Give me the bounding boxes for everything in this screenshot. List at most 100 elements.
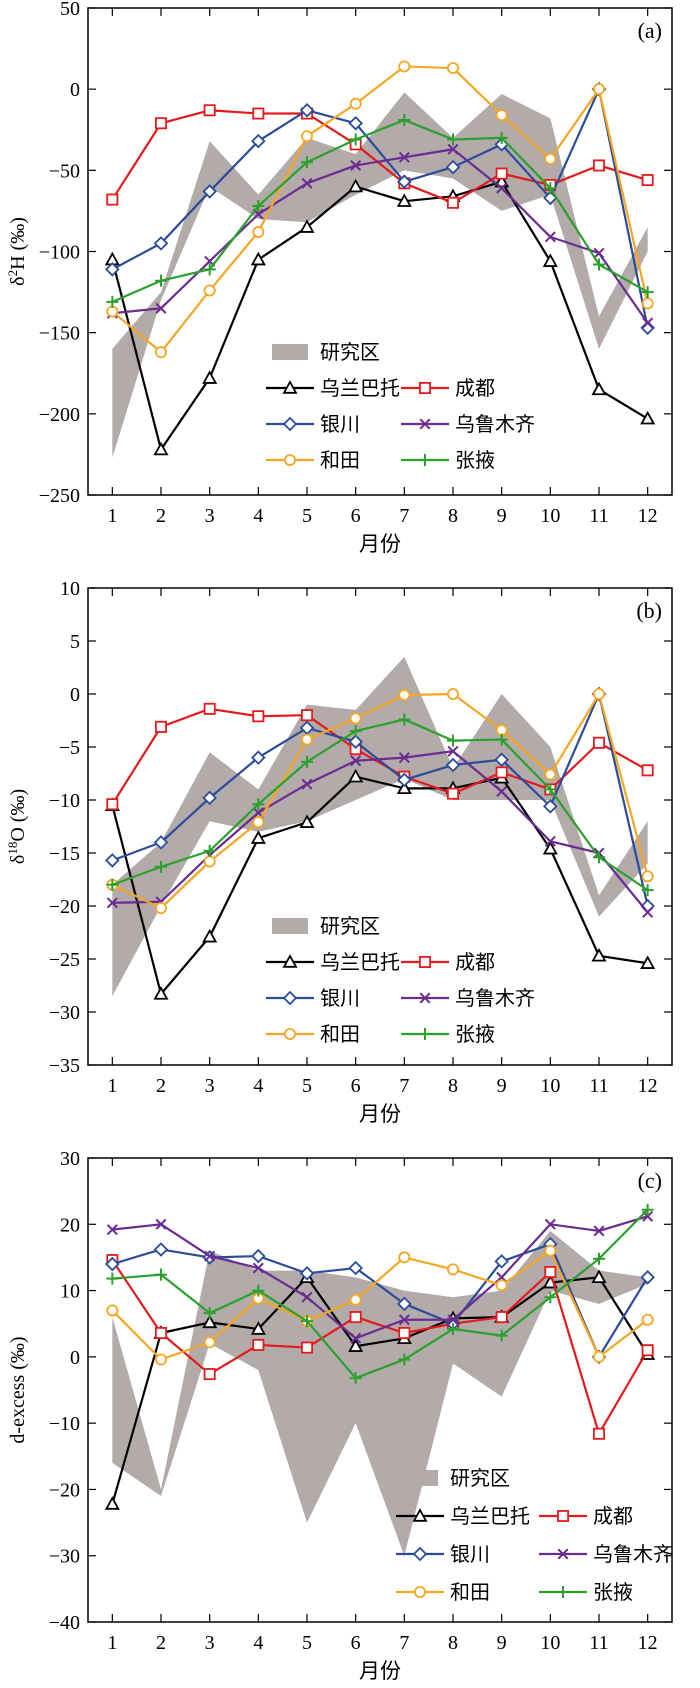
- data-point: [544, 152, 557, 165]
- data-point: [250, 830, 266, 844]
- data-point: [397, 174, 412, 189]
- data-point: [593, 851, 605, 864]
- x-tick-label: 6: [351, 1075, 361, 1097]
- series-line: [111, 775, 648, 996]
- data-point: [398, 1326, 411, 1339]
- legend-marker: [282, 954, 298, 968]
- data-point: [593, 83, 606, 96]
- data-point: [544, 783, 557, 796]
- x-tick-label: 3: [205, 505, 215, 527]
- legend-label: 乌兰巴托: [320, 951, 400, 974]
- series-line: [111, 1249, 649, 1361]
- legend-label: 张掖: [593, 1581, 633, 1604]
- legend-marker: [282, 380, 298, 394]
- data-point: [396, 193, 412, 207]
- data-point: [397, 1296, 412, 1312]
- data-point: [252, 200, 265, 213]
- data-point: [349, 97, 362, 110]
- data-point: [106, 295, 119, 308]
- data-point: [301, 177, 313, 189]
- data-point: [544, 1266, 557, 1279]
- data-point: [494, 1254, 509, 1269]
- data-point: [397, 772, 412, 788]
- data-point: [349, 1293, 362, 1306]
- legend-swatch-band: [272, 344, 308, 360]
- data-point: [203, 104, 216, 117]
- series-line: [111, 692, 649, 910]
- series-银川: [105, 81, 655, 336]
- data-point: [495, 109, 508, 122]
- data-point: [447, 143, 459, 155]
- data-point: [447, 133, 459, 146]
- x-tick-label: 10: [540, 505, 560, 527]
- data-point: [106, 1304, 119, 1317]
- data-point: [495, 131, 508, 144]
- data-point: [496, 786, 508, 798]
- data-point: [251, 133, 266, 149]
- data-point: [398, 151, 410, 163]
- y-tick-label: 0: [70, 79, 80, 101]
- legend-label: 乌鲁木齐: [593, 1543, 673, 1566]
- y-tick-label: −150: [39, 323, 80, 345]
- study-area-band: [112, 1230, 648, 1556]
- legend-label: 和田: [450, 1581, 490, 1604]
- data-point: [348, 178, 364, 193]
- legend-label: 乌兰巴托: [450, 1505, 530, 1528]
- data-point: [202, 928, 218, 943]
- legend-marker: [283, 453, 296, 466]
- panel-label: (b): [636, 598, 662, 623]
- legend-label: 银川: [320, 987, 360, 1010]
- legend-label: 乌鲁木齐: [455, 987, 535, 1010]
- data-point: [447, 734, 459, 747]
- legend-marker: [419, 992, 431, 1004]
- data-point: [349, 725, 362, 738]
- series-和田: [106, 1244, 654, 1366]
- legend-label: 研究区: [320, 341, 380, 364]
- x-tick-label: 8: [448, 505, 458, 527]
- data-point: [593, 688, 606, 701]
- series-line: [112, 750, 649, 914]
- data-point: [105, 853, 120, 868]
- y-tick-label: −35: [49, 1055, 80, 1077]
- y-tick-label: −100: [39, 242, 80, 264]
- legend-marker: [419, 454, 431, 466]
- data-point: [106, 1224, 118, 1236]
- data-point: [299, 814, 315, 828]
- legend-label: 成都: [593, 1505, 633, 1528]
- data-point: [496, 182, 508, 194]
- series-line: [112, 148, 649, 324]
- x-tick-label: 12: [638, 1075, 658, 1097]
- series-张掖: [106, 114, 654, 308]
- y-tick-label: −10: [49, 1413, 80, 1435]
- data-point: [398, 114, 411, 127]
- series-line: [111, 1276, 649, 1505]
- legend-label: 研究区: [320, 915, 380, 938]
- data-point: [106, 1272, 119, 1285]
- data-point: [106, 878, 119, 891]
- legend-label: 和田: [320, 1023, 360, 1046]
- data-point: [203, 284, 216, 297]
- data-point: [447, 1323, 459, 1336]
- y-axis-label-prefix: δ: [7, 276, 29, 285]
- data-point: [203, 702, 216, 715]
- data-point: [301, 755, 313, 768]
- data-point: [106, 193, 119, 206]
- series-line: [111, 1259, 649, 1435]
- data-point: [154, 720, 167, 733]
- data-point: [250, 251, 266, 266]
- data-point: [153, 835, 169, 850]
- legend-label: 乌鲁木齐: [455, 413, 535, 436]
- x-tick-label: 12: [638, 1632, 658, 1654]
- legend-label: 乌兰巴托: [320, 377, 400, 400]
- data-point: [544, 1244, 557, 1257]
- data-point: [591, 1269, 607, 1284]
- plot-frame: [87, 1157, 673, 1623]
- data-point: [495, 1311, 508, 1324]
- data-point: [348, 1338, 364, 1352]
- legend-marker: [418, 956, 431, 969]
- data-point: [203, 1368, 216, 1381]
- y-tick-label: −25: [49, 949, 80, 971]
